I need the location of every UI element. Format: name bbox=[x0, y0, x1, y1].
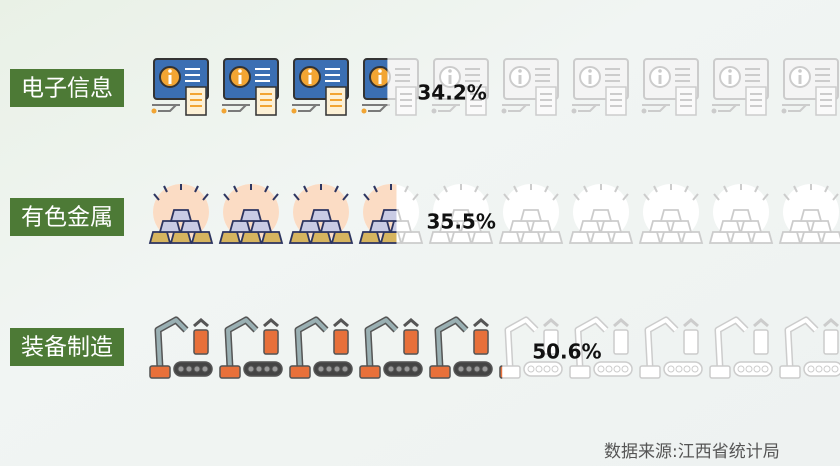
source-note: 数据来源:江西省统计局 bbox=[604, 442, 780, 462]
category-label: 装备制造 bbox=[10, 328, 124, 366]
chart: 数据来源:江西省统计局 电子信息 34.2% 有色金属 35.5% 装备制造 50.6% bbox=[0, 0, 840, 466]
category-text: 有色金属 bbox=[21, 205, 113, 231]
category-text: 电子信息 bbox=[21, 76, 113, 102]
value-label: 50.6% bbox=[532, 340, 601, 364]
value-label: 34.2% bbox=[417, 81, 486, 105]
category-label: 有色金属 bbox=[10, 198, 124, 236]
value-label: 35.5% bbox=[427, 210, 496, 234]
page: {"chart_data": {"type": "pictogram", "ca… bbox=[0, 0, 840, 466]
category-label: 电子信息 bbox=[10, 69, 124, 107]
category-text: 装备制造 bbox=[21, 335, 113, 361]
